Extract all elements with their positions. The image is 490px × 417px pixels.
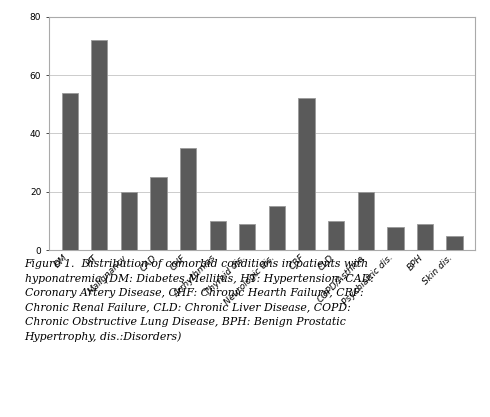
Bar bbox=[91, 40, 107, 250]
Bar bbox=[298, 98, 315, 250]
Bar bbox=[210, 221, 226, 250]
Bar bbox=[387, 227, 403, 250]
Bar bbox=[358, 192, 374, 250]
Bar bbox=[150, 177, 167, 250]
Text: Figure 1.  Distribution of comorbid conditions in patients with
hyponatremia (DM: Figure 1. Distribution of comorbid condi… bbox=[24, 259, 373, 342]
Bar bbox=[328, 221, 344, 250]
Bar bbox=[62, 93, 78, 250]
Bar bbox=[269, 206, 285, 250]
Bar bbox=[180, 148, 196, 250]
Bar bbox=[446, 236, 463, 250]
Bar bbox=[417, 224, 433, 250]
Bar bbox=[239, 224, 255, 250]
Bar bbox=[121, 192, 137, 250]
